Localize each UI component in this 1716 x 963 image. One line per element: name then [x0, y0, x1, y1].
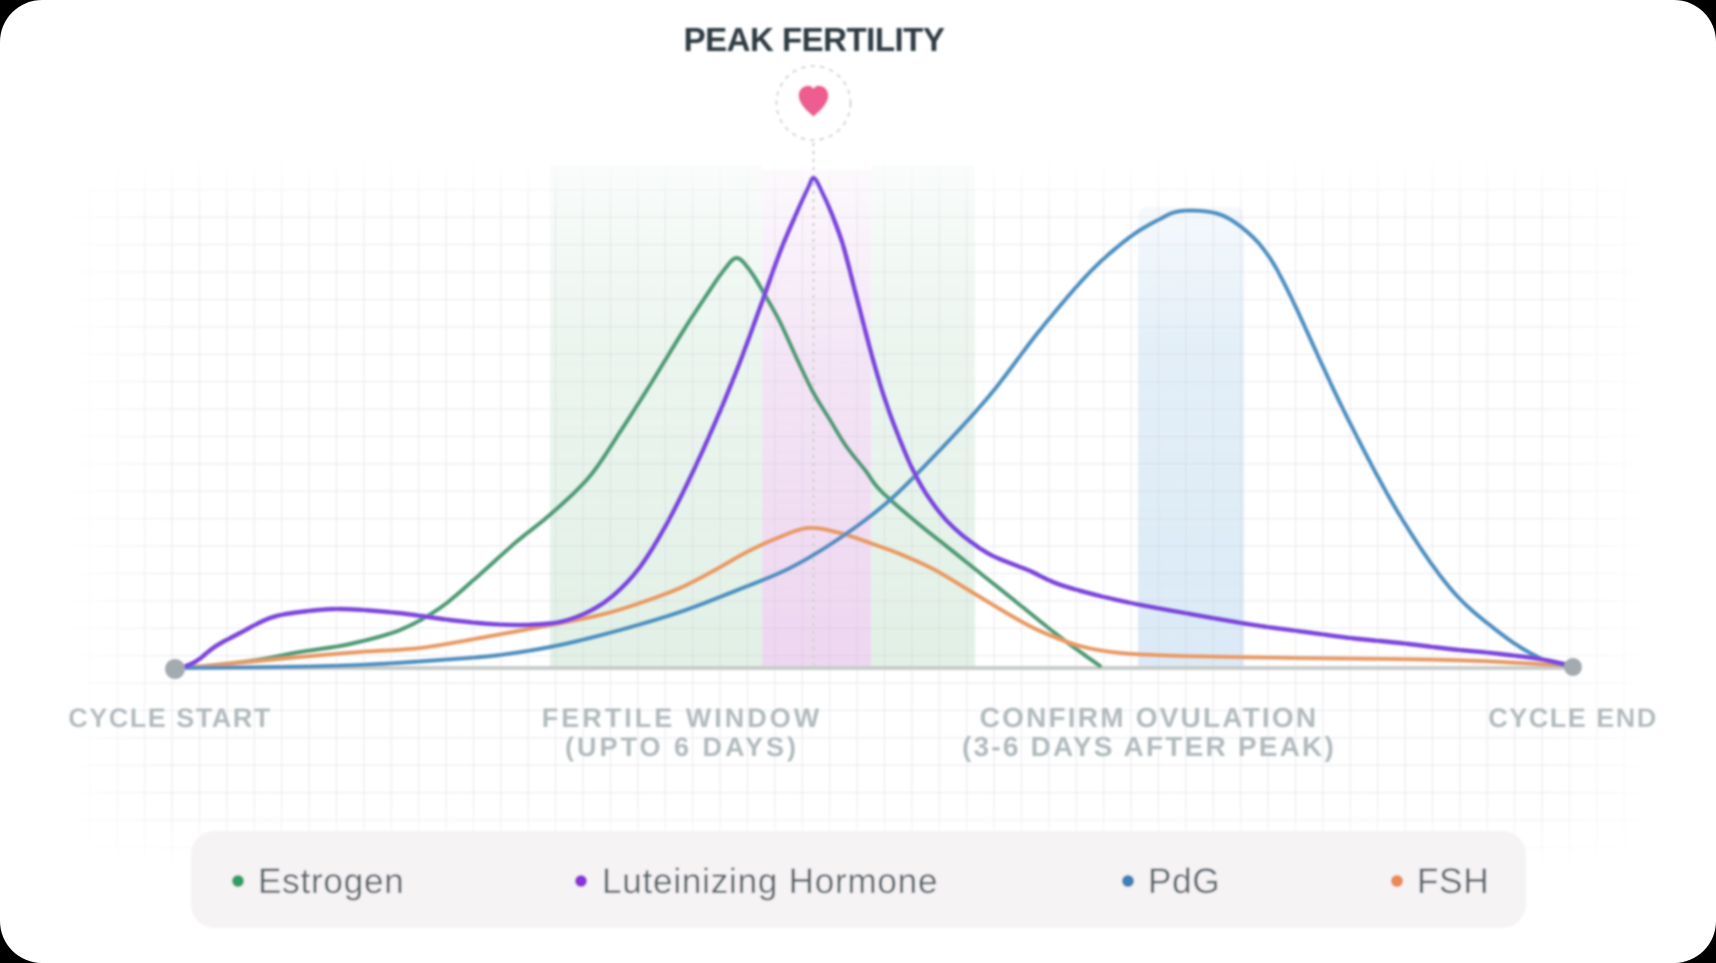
svg-text:CONFIRM OVULATION: CONFIRM OVULATION	[980, 702, 1319, 733]
svg-text:(UPTO 6 DAYS): (UPTO 6 DAYS)	[565, 732, 799, 762]
svg-text:FSH: FSH	[1417, 862, 1489, 901]
svg-text:CYCLE END: CYCLE END	[1488, 703, 1658, 733]
svg-text:Luteinizing Hormone: Luteinizing Hormone	[602, 862, 938, 901]
svg-text:PEAK FERTILITY: PEAK FERTILITY	[684, 21, 945, 58]
svg-text:Estrogen: Estrogen	[258, 862, 405, 901]
svg-text:FERTILE WINDOW: FERTILE WINDOW	[542, 703, 822, 733]
svg-text:PdG: PdG	[1148, 862, 1220, 901]
svg-text:CYCLE START: CYCLE START	[68, 703, 272, 733]
svg-text:(3-6 DAYS AFTER PEAK): (3-6 DAYS AFTER PEAK)	[962, 731, 1336, 762]
